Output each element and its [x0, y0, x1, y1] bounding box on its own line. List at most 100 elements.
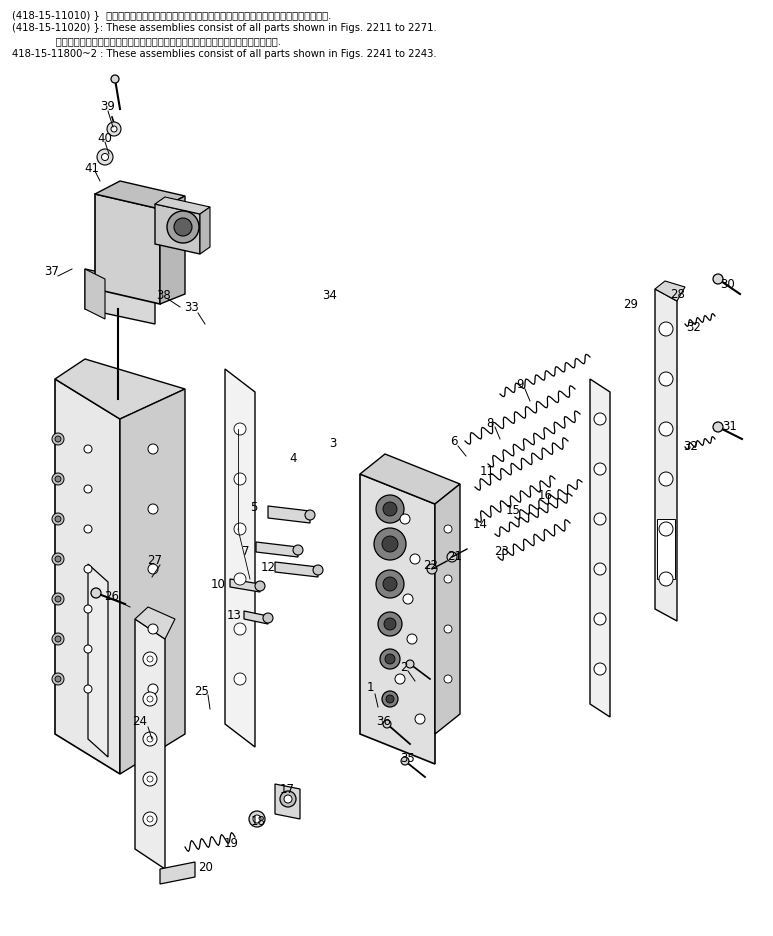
- Circle shape: [594, 414, 606, 426]
- Circle shape: [101, 154, 108, 161]
- Circle shape: [234, 673, 246, 685]
- Circle shape: [174, 219, 192, 237]
- Text: 23: 23: [495, 545, 509, 558]
- Circle shape: [659, 573, 673, 586]
- Circle shape: [255, 581, 265, 592]
- Polygon shape: [135, 620, 165, 869]
- Polygon shape: [275, 563, 318, 578]
- Circle shape: [148, 505, 158, 515]
- Text: 2: 2: [400, 661, 407, 674]
- Circle shape: [384, 619, 396, 630]
- Circle shape: [143, 812, 157, 826]
- Circle shape: [84, 446, 92, 454]
- Polygon shape: [160, 862, 195, 885]
- Circle shape: [55, 476, 61, 482]
- Circle shape: [84, 565, 92, 574]
- Polygon shape: [275, 784, 300, 819]
- Text: 7: 7: [242, 545, 250, 558]
- Text: 41: 41: [84, 161, 100, 174]
- Circle shape: [444, 525, 452, 534]
- Polygon shape: [85, 270, 155, 325]
- Circle shape: [659, 373, 673, 387]
- Text: 13: 13: [226, 608, 241, 622]
- Circle shape: [148, 564, 158, 575]
- Circle shape: [148, 624, 158, 635]
- Text: 39: 39: [100, 100, 115, 113]
- Text: 32: 32: [683, 440, 699, 453]
- Circle shape: [659, 473, 673, 487]
- Polygon shape: [135, 607, 175, 639]
- Text: 27: 27: [148, 554, 162, 567]
- Circle shape: [415, 714, 425, 724]
- Text: 10: 10: [210, 578, 226, 591]
- Circle shape: [84, 606, 92, 613]
- Circle shape: [91, 589, 101, 598]
- Circle shape: [55, 677, 61, 682]
- Polygon shape: [590, 380, 610, 717]
- Polygon shape: [200, 208, 210, 255]
- Circle shape: [386, 695, 394, 703]
- Text: (418-15-11010) }  これらのアセンブリの構成部品は第２２１１図から第２２７１図の部品を含みます.: (418-15-11010) } これらのアセンブリの構成部品は第２２１１図から…: [12, 10, 332, 20]
- Circle shape: [148, 684, 158, 695]
- Circle shape: [380, 650, 400, 669]
- Circle shape: [55, 636, 61, 642]
- Circle shape: [594, 514, 606, 525]
- Polygon shape: [55, 359, 185, 419]
- Polygon shape: [95, 182, 185, 210]
- Circle shape: [84, 685, 92, 694]
- Circle shape: [395, 674, 405, 684]
- Text: 37: 37: [45, 265, 60, 278]
- Text: 3: 3: [329, 437, 337, 450]
- Text: 15: 15: [506, 503, 520, 516]
- Text: 20: 20: [199, 860, 213, 873]
- Text: 22: 22: [424, 559, 438, 572]
- Polygon shape: [88, 564, 108, 757]
- Circle shape: [52, 474, 64, 486]
- Text: 33: 33: [185, 301, 199, 314]
- Circle shape: [97, 150, 113, 166]
- Circle shape: [111, 76, 119, 84]
- Circle shape: [594, 563, 606, 576]
- Polygon shape: [155, 205, 200, 255]
- Circle shape: [52, 514, 64, 525]
- Text: 5: 5: [250, 501, 257, 514]
- Circle shape: [406, 660, 414, 668]
- Text: 21: 21: [448, 550, 462, 563]
- Text: これらのアセンブリの構成部品は第２２４１図から第２２４３図の部品を含みます.: これらのアセンブリの構成部品は第２２４１図から第２２４３図の部品を含みます.: [12, 36, 281, 46]
- Circle shape: [313, 565, 323, 576]
- Circle shape: [84, 645, 92, 653]
- Circle shape: [143, 772, 157, 786]
- Text: 30: 30: [720, 278, 735, 291]
- Circle shape: [52, 433, 64, 446]
- Polygon shape: [55, 380, 120, 774]
- Circle shape: [148, 445, 158, 455]
- Circle shape: [376, 495, 404, 523]
- Circle shape: [407, 635, 417, 644]
- Polygon shape: [160, 197, 185, 305]
- Text: 14: 14: [472, 518, 488, 531]
- Circle shape: [147, 737, 153, 742]
- Circle shape: [427, 564, 437, 575]
- Text: 1: 1: [366, 680, 374, 694]
- Text: 26: 26: [104, 590, 120, 603]
- Circle shape: [410, 554, 420, 564]
- Circle shape: [383, 720, 391, 728]
- Circle shape: [167, 212, 199, 243]
- Circle shape: [305, 510, 315, 520]
- Text: 34: 34: [322, 289, 338, 302]
- Circle shape: [111, 127, 117, 133]
- Text: 38: 38: [157, 289, 172, 302]
- Circle shape: [234, 474, 246, 486]
- Circle shape: [143, 652, 157, 666]
- Circle shape: [378, 612, 402, 636]
- Circle shape: [401, 757, 409, 766]
- Circle shape: [659, 522, 673, 536]
- Text: 24: 24: [132, 715, 148, 727]
- Circle shape: [52, 553, 64, 565]
- Circle shape: [234, 574, 246, 585]
- Polygon shape: [230, 579, 260, 592]
- Circle shape: [594, 664, 606, 675]
- Polygon shape: [268, 506, 310, 523]
- Circle shape: [383, 503, 397, 517]
- Circle shape: [400, 515, 410, 524]
